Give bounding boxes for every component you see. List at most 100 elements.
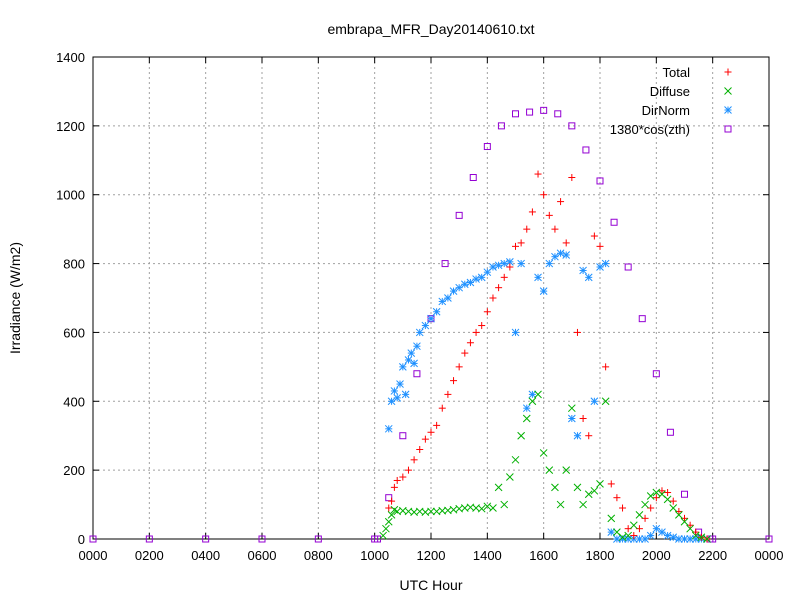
diffuse-point [686,524,694,533]
chart-title: embrapa_MFR_Day20140610.txt [327,21,534,37]
total-point [557,198,565,206]
total-point [540,191,548,199]
dirnorm-point [410,359,418,368]
dirnorm-point [415,328,424,337]
diffuse-point [601,397,610,406]
total-point [444,390,452,398]
diffuse-point [567,404,576,413]
diffuse-point [618,533,627,542]
legend-marker-diffuse [724,87,732,95]
dirnorm-point [489,263,497,271]
total-point [602,363,610,371]
dirnorm-point [528,390,537,399]
dirnorm-point [444,294,452,302]
dirnorm-point [460,280,469,289]
diffuse-point [629,521,638,530]
dirnorm-point [398,363,407,371]
dirnorm-point [646,531,655,540]
diffuse-point [584,490,593,499]
legend-marker-total [724,68,732,76]
total-point [385,504,393,512]
diffuse-point [675,511,683,519]
1380-cos-zth-point [89,535,97,543]
total-point [568,174,576,181]
legend-marker-dirnorm [724,106,732,114]
1380-cos-zth-point [652,370,660,378]
total-point [630,532,638,540]
dirnorm-point [390,387,399,395]
dirnorm-point [472,275,480,283]
dirnorm-point [663,531,672,540]
total-point [483,308,491,316]
total-point [523,225,531,233]
dirnorm-point [556,249,565,258]
total-point [489,294,497,302]
dirnorm-point [466,278,475,287]
dirnorm-point [567,414,576,423]
dirnorm-point [384,424,393,433]
diffuse-point [517,431,525,440]
diffuse-point [641,500,649,509]
total-point [585,432,593,440]
1380-cos-zth-point [385,494,393,502]
total-point [664,489,672,497]
total-point [472,328,480,336]
diffuse-point [579,500,587,509]
x-tick-label: 0000 [755,548,784,563]
diffuse-point [384,517,393,526]
1380-cos-zth-point [399,432,407,440]
diffuse-point [562,466,571,474]
diffuse-point [697,533,706,542]
1380-cos-zth-point [596,177,604,185]
dirnorm-point [590,397,599,406]
1380-cos-zth-point [540,106,548,114]
1380-cos-zth-point [314,535,322,543]
total-point [669,497,677,505]
total-point [388,497,396,505]
dirnorm-point [407,349,416,357]
1380-cos-zth-point [582,146,590,154]
dirnorm-point [573,431,582,440]
diffuse-point [379,531,387,540]
series-layer [89,106,773,543]
1380-cos-zth-point [624,263,632,271]
total-point [619,504,627,512]
y-tick-label: 200 [63,463,85,478]
dirnorm-point [511,328,520,337]
1380-cos-zth-point [681,490,688,498]
1380-cos-zth-point [512,110,519,118]
y-axis-ticks: 0 200 400 600 800 1000 1200 1400 [56,50,769,547]
y-tick-label: 0 [78,532,85,547]
dirnorm-point [522,404,531,413]
1380-cos-zth-point [765,535,773,543]
dirnorm-point [401,390,410,399]
diffuse-point [624,531,633,540]
diffuse-point [489,504,497,512]
dirnorm-point [413,342,421,351]
x-tick-label: 0800 [304,548,333,563]
diffuse-point [680,517,689,526]
1380-cos-zth-point [638,315,646,323]
legend: Total Diffuse DirNorm 1380*cos(zth) [610,65,732,137]
x-tick-label: 1400 [473,548,502,563]
total-point [590,232,598,240]
diffuse-point [511,455,520,464]
total-point [607,480,615,488]
total-point [573,328,581,336]
total-point [416,445,424,453]
dirnorm-point [393,393,402,402]
1380-cos-zth-point [610,218,618,226]
diffuse-point [522,414,531,423]
diffuse-point [500,500,509,509]
total-point [551,225,559,233]
legend-label-total: Total [663,65,691,80]
diffuse-point [556,500,565,509]
dirnorm-point [427,314,435,323]
diffuse-point [635,511,644,519]
1380-cos-zth-point [568,122,576,130]
dirnorm-point [438,297,447,306]
1380-cos-zth-point [258,535,266,543]
x-tick-label: 0600 [248,548,277,563]
dirnorm-point [421,321,430,330]
